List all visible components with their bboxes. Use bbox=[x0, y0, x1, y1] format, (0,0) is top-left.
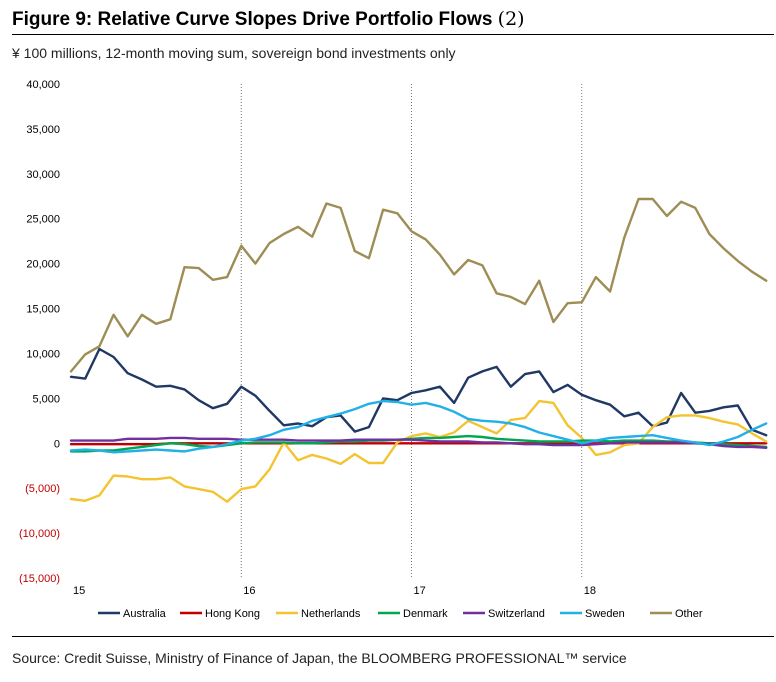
figure-title-suffix: (2) bbox=[497, 8, 525, 30]
chart-subtitle: ¥ 100 millions, 12-month moving sum, sov… bbox=[12, 45, 456, 61]
series-line-netherlands bbox=[69, 399, 768, 503]
legend-label: Denmark bbox=[403, 608, 448, 620]
legend-label: Australia bbox=[123, 608, 167, 620]
y-tick-label: 20,000 bbox=[26, 259, 60, 271]
legend-label: Other bbox=[675, 608, 703, 620]
y-tick-label: (10,000) bbox=[19, 528, 60, 540]
y-tick-label: 25,000 bbox=[26, 214, 60, 226]
title-rule bbox=[12, 34, 774, 35]
x-tick-label: 16 bbox=[243, 585, 255, 597]
x-tick-label: 15 bbox=[73, 585, 85, 597]
y-tick-label: 10,000 bbox=[26, 348, 60, 360]
plot-series bbox=[69, 197, 768, 503]
legend-label: Sweden bbox=[585, 608, 625, 620]
legend-label: Hong Kong bbox=[205, 608, 260, 620]
y-tick-label: 5,000 bbox=[32, 393, 60, 405]
x-tick-label: 18 bbox=[584, 585, 596, 597]
series-line-denmark bbox=[69, 434, 768, 453]
x-axis: 15 16 17 18 bbox=[73, 585, 596, 597]
y-tick-label: 40,000 bbox=[26, 79, 60, 91]
series-line-australia bbox=[69, 347, 768, 437]
series-line-other bbox=[69, 197, 768, 373]
y-tick-label: 30,000 bbox=[26, 169, 60, 181]
chart: 40,000 35,000 30,000 25,000 20,000 15,000 10,0… bbox=[19, 79, 768, 620]
source-note: Source: Credit Suisse, Ministry of Finan… bbox=[12, 650, 627, 666]
figure-title: Figure 9: Relative Curve Slopes Drive Po… bbox=[12, 8, 525, 31]
figure-title-main: Figure 9: Relative Curve Slopes Drive Po… bbox=[12, 9, 493, 30]
series-line-switzerland bbox=[69, 436, 768, 449]
x-tick-label: 17 bbox=[414, 585, 426, 597]
y-tick-label: 15,000 bbox=[26, 304, 60, 316]
y-tick-label: (15,000) bbox=[19, 573, 60, 585]
y-axis: 40,000 35,000 30,000 25,000 20,000 15,000 10,0… bbox=[19, 79, 752, 585]
y-tick-label: 35,000 bbox=[26, 124, 60, 136]
source-rule bbox=[12, 636, 774, 637]
legend: Australia Hong Kong Netherlands Denmark Swit… bbox=[98, 608, 703, 620]
series-line-sweden bbox=[69, 399, 768, 454]
year-dividers bbox=[240, 84, 583, 578]
y-tick-label: (5,000) bbox=[25, 483, 60, 495]
legend-label: Netherlands bbox=[301, 608, 361, 620]
legend-label: Switzerland bbox=[488, 608, 545, 620]
y-tick-label: 0 bbox=[54, 438, 60, 450]
